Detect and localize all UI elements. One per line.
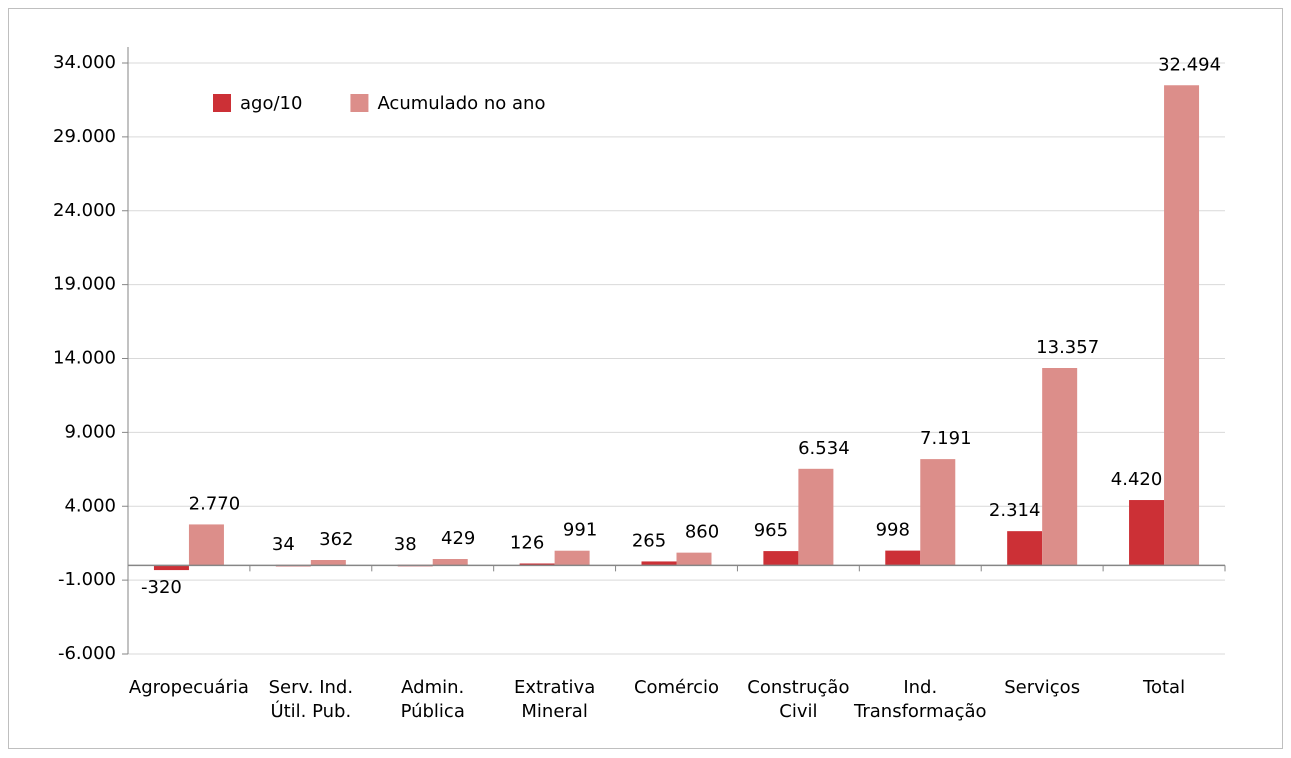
bar [676,552,712,566]
y-tick-label: 29.000 [53,126,116,147]
data-label: 362 [319,529,353,550]
bar [1042,368,1078,566]
data-label: 7.191 [920,428,972,449]
data-label: -320 [141,577,182,598]
legend-swatch [213,94,231,112]
x-tick-label: Serv. Ind. Útil. Pub. [269,677,353,722]
data-label: 4.420 [1111,469,1163,490]
x-tick-label: Admin. Pública [401,677,465,722]
x-tick-label: Serviços [1004,677,1080,698]
y-tick-label: 4.000 [64,495,116,516]
bar [885,550,921,566]
x-tick-label: Ind. Transformação [853,677,987,722]
y-tick-label: 9.000 [64,421,116,442]
data-label: 2.770 [189,493,241,514]
bar [432,559,468,566]
data-label: 6.534 [798,438,850,459]
x-tick-label: Agropecuária [129,677,249,698]
bar [641,561,677,566]
data-label: 965 [754,520,788,541]
bar [920,459,956,566]
data-label: 34 [272,534,295,555]
legend-swatch [350,94,369,112]
bar [153,565,189,571]
y-tick-label: 19.000 [53,274,116,295]
y-tick-label: 34.000 [53,52,116,73]
data-label: 2.314 [989,500,1041,521]
data-label: 126 [510,532,544,553]
y-tick-label: 24.000 [53,200,116,221]
data-label: 32.494 [1158,54,1221,75]
x-tick-label: Comércio [634,677,719,698]
data-label: 13.357 [1036,337,1099,358]
data-label: 38 [394,534,417,555]
data-label: 265 [632,530,666,551]
x-tick-label: Construção Civil [747,677,849,722]
data-label: 860 [685,522,719,543]
bar [763,551,799,566]
y-tick-label: 14.000 [53,348,116,369]
x-tick-label: Total [1142,677,1185,698]
bar [1164,85,1200,566]
bar [554,550,590,566]
bar [310,560,346,566]
bar [519,563,555,566]
legend-label: ago/10 [240,93,302,114]
chart-border [8,8,1283,749]
y-tick-label: -6.000 [58,643,116,664]
bar [798,468,834,566]
data-label: 429 [441,528,475,549]
data-label: 998 [876,520,910,541]
bar [1129,500,1165,566]
bar [188,524,224,566]
data-label: 991 [563,520,597,541]
legend-label: Acumulado no ano [377,93,545,114]
bar [1007,531,1043,566]
x-tick-label: Extrativa Mineral [514,677,595,722]
y-tick-label: -1.000 [58,569,116,590]
